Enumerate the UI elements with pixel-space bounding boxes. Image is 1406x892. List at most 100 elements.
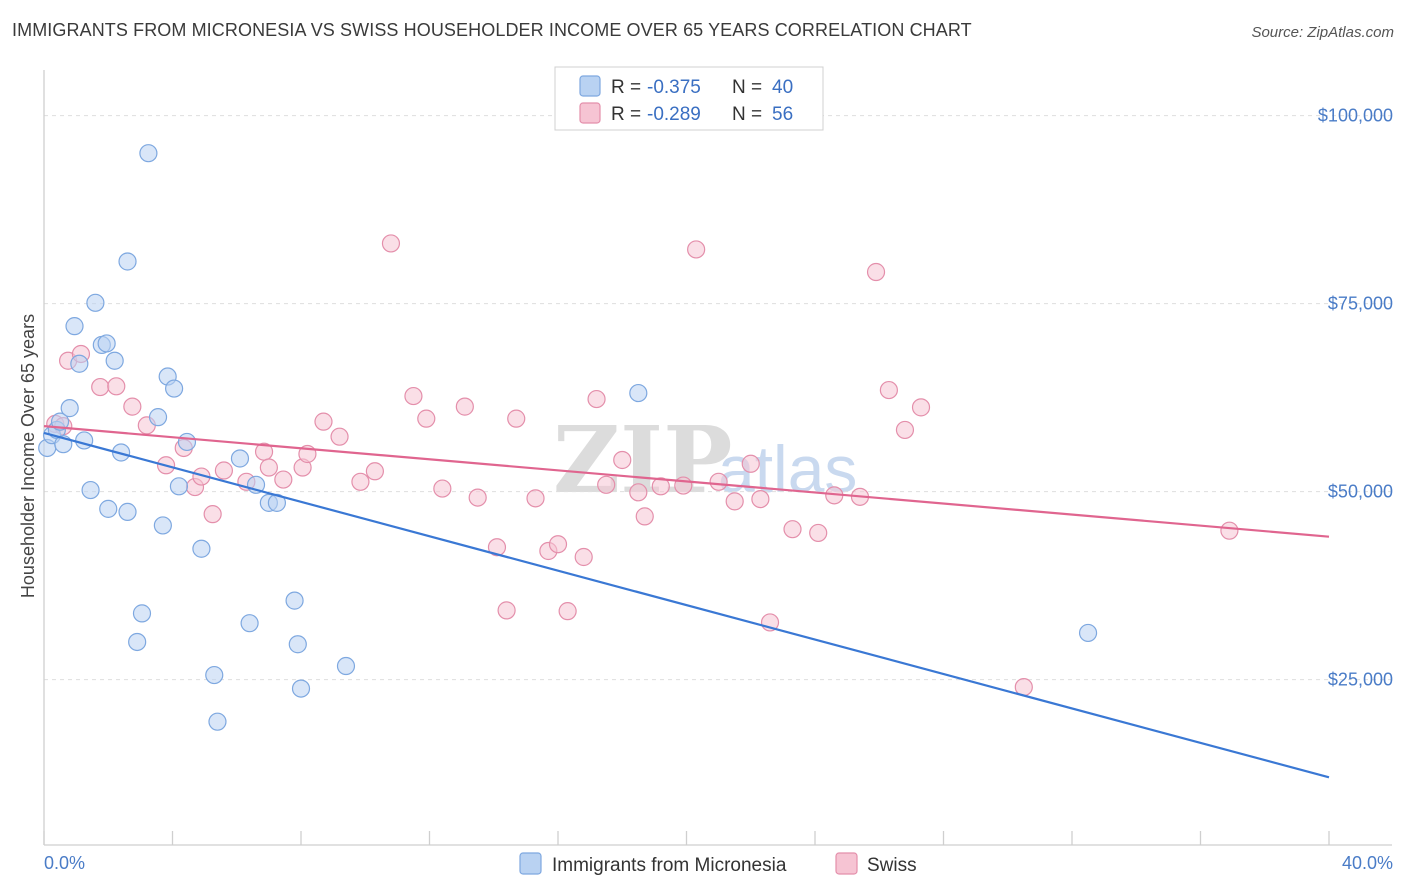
micronesia-point [291, 679, 311, 698]
bottom-legend: Immigrants from Micronesia Swiss [519, 852, 917, 876]
swiss-point [487, 538, 507, 557]
y-tick-label: $50,000 [1328, 482, 1393, 502]
legend-swatch-micronesia [579, 75, 601, 97]
micronesia-point [128, 632, 147, 652]
legend-n-label-swiss: N = [732, 104, 762, 125]
swiss-point [497, 601, 516, 620]
micronesia-point [336, 656, 356, 676]
legend: R = -0.375 N = 40 R = -0.289 N = 56 [554, 66, 824, 131]
micronesia-point [118, 502, 137, 521]
swiss-point [526, 489, 545, 508]
swiss-point [468, 488, 487, 507]
swiss-point [433, 479, 452, 498]
swiss-point [259, 458, 278, 477]
micronesia-point [285, 591, 304, 610]
micronesia-point [99, 499, 118, 518]
micronesia-point [65, 317, 84, 336]
legend-r-value-micronesia: -0.375 [647, 77, 701, 98]
grid [44, 115, 1392, 681]
micronesia-point [208, 712, 227, 731]
source-label: Source: ZipAtlas.com [1251, 24, 1394, 41]
micronesia-point [70, 354, 89, 373]
swiss-point [866, 262, 886, 282]
swiss-point [507, 409, 526, 428]
swiss-point [895, 420, 915, 440]
swiss-point [635, 507, 654, 526]
x-tick-label-min: 0.0% [44, 853, 85, 873]
micronesia-point [288, 635, 307, 654]
swiss-point [809, 523, 828, 543]
micronesia-point [169, 477, 189, 496]
swiss-point [709, 472, 728, 491]
legend-n-value-swiss: 56 [772, 104, 793, 125]
micronesia-point [205, 665, 224, 685]
micronesia-points [38, 144, 1098, 731]
swiss-point [274, 470, 293, 489]
micronesia-point [240, 614, 259, 633]
micronesia-point [165, 379, 184, 398]
swiss-point [548, 535, 568, 554]
swiss-point [741, 454, 760, 473]
swiss-point [651, 477, 670, 496]
y-tick-label: $100,000 [1318, 106, 1393, 126]
micronesia-point [97, 334, 116, 353]
swiss-point [351, 472, 370, 491]
legend-swatch-swiss [579, 102, 601, 124]
swiss-point [587, 389, 606, 409]
swiss-point [203, 505, 222, 524]
swiss-point [330, 427, 349, 446]
swiss-point [725, 492, 744, 511]
x-ticks [43, 831, 1330, 845]
swiss-point [91, 377, 110, 397]
swiss-point [455, 397, 474, 416]
swiss-point [417, 409, 436, 428]
swiss-point [107, 377, 126, 396]
swiss-point [574, 547, 593, 567]
micronesia-trend-line [43, 431, 1330, 779]
y-tick-label: $25,000 [1328, 670, 1393, 690]
swiss-point [404, 386, 423, 406]
legend-n-value-micronesia: 40 [772, 77, 793, 98]
bottom-legend-swatch-micronesia [519, 852, 542, 875]
micronesia-point [81, 480, 100, 500]
y-tick-label: $75,000 [1328, 294, 1393, 314]
swiss-point [123, 397, 142, 416]
micronesia-point [132, 604, 152, 623]
swiss-point [783, 520, 802, 539]
micronesia-point [105, 351, 124, 370]
legend-r-label-swiss: R = [611, 104, 641, 125]
bottom-legend-swatch-swiss [835, 852, 858, 875]
micronesia-point [86, 293, 105, 312]
swiss-point [314, 412, 333, 431]
swiss-point [597, 475, 616, 494]
swiss-point [214, 461, 233, 480]
swiss-point [751, 489, 770, 509]
y-axis-label: Householder Income Over 65 years [18, 314, 38, 598]
micronesia-point [118, 252, 137, 271]
micronesia-point [177, 432, 197, 452]
micronesia-point [139, 144, 158, 163]
micronesia-point [153, 516, 172, 535]
legend-r-label-micronesia: R = [611, 77, 641, 98]
micronesia-point [1078, 623, 1098, 643]
swiss-point [1220, 521, 1239, 540]
micronesia-point [629, 383, 648, 403]
legend-r-value-swiss: -0.289 [647, 104, 701, 125]
y-tick-labels: $25,000 $50,000 $75,000 $100,000 [1318, 106, 1393, 690]
micronesia-point [148, 408, 168, 427]
trend-lines [43, 425, 1330, 779]
swiss-point [381, 234, 401, 253]
swiss-point [365, 462, 384, 481]
swiss-point [879, 380, 898, 400]
chart-title: IMMIGRANTS FROM MICRONESIA VS SWISS HOUS… [12, 20, 972, 40]
swiss-point [613, 450, 632, 470]
micronesia-point [192, 539, 211, 558]
micronesia-point [60, 399, 79, 418]
swiss-point [558, 602, 577, 621]
swiss-point [629, 483, 648, 502]
axes [43, 70, 1392, 846]
micronesia-point [50, 412, 70, 431]
x-tick-label-max: 40.0% [1342, 853, 1393, 873]
swiss-point [687, 240, 706, 259]
